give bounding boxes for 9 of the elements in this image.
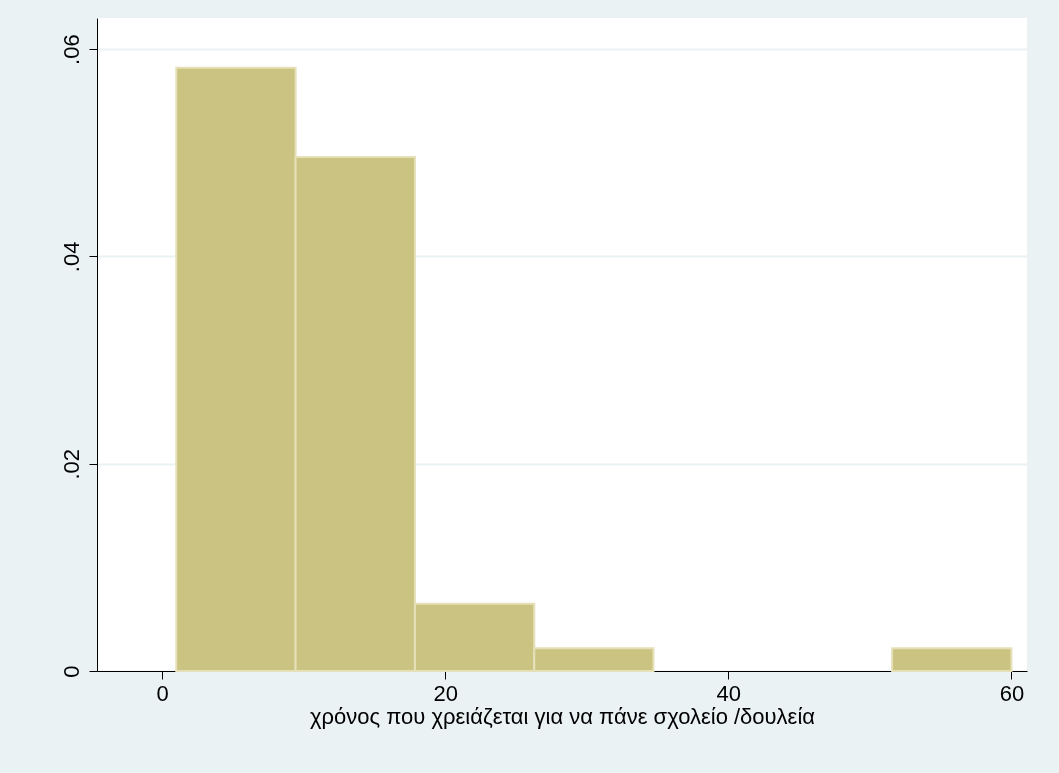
x-axis-title: χρόνος που χρειάζεται για να πάνε σχολείο /δουλεία <box>309 703 816 729</box>
x-tick-label: 40 <box>716 680 742 706</box>
y-tick-label: 0 <box>58 665 84 678</box>
y-tick-label: .02 <box>58 448 84 480</box>
x-tick-label: 20 <box>433 680 458 706</box>
y-tick-label: .06 <box>58 34 84 65</box>
x-tick-label: 0 <box>156 680 169 706</box>
x-tick-label: 60 <box>999 680 1025 706</box>
y-tick-label: .04 <box>58 241 84 273</box>
